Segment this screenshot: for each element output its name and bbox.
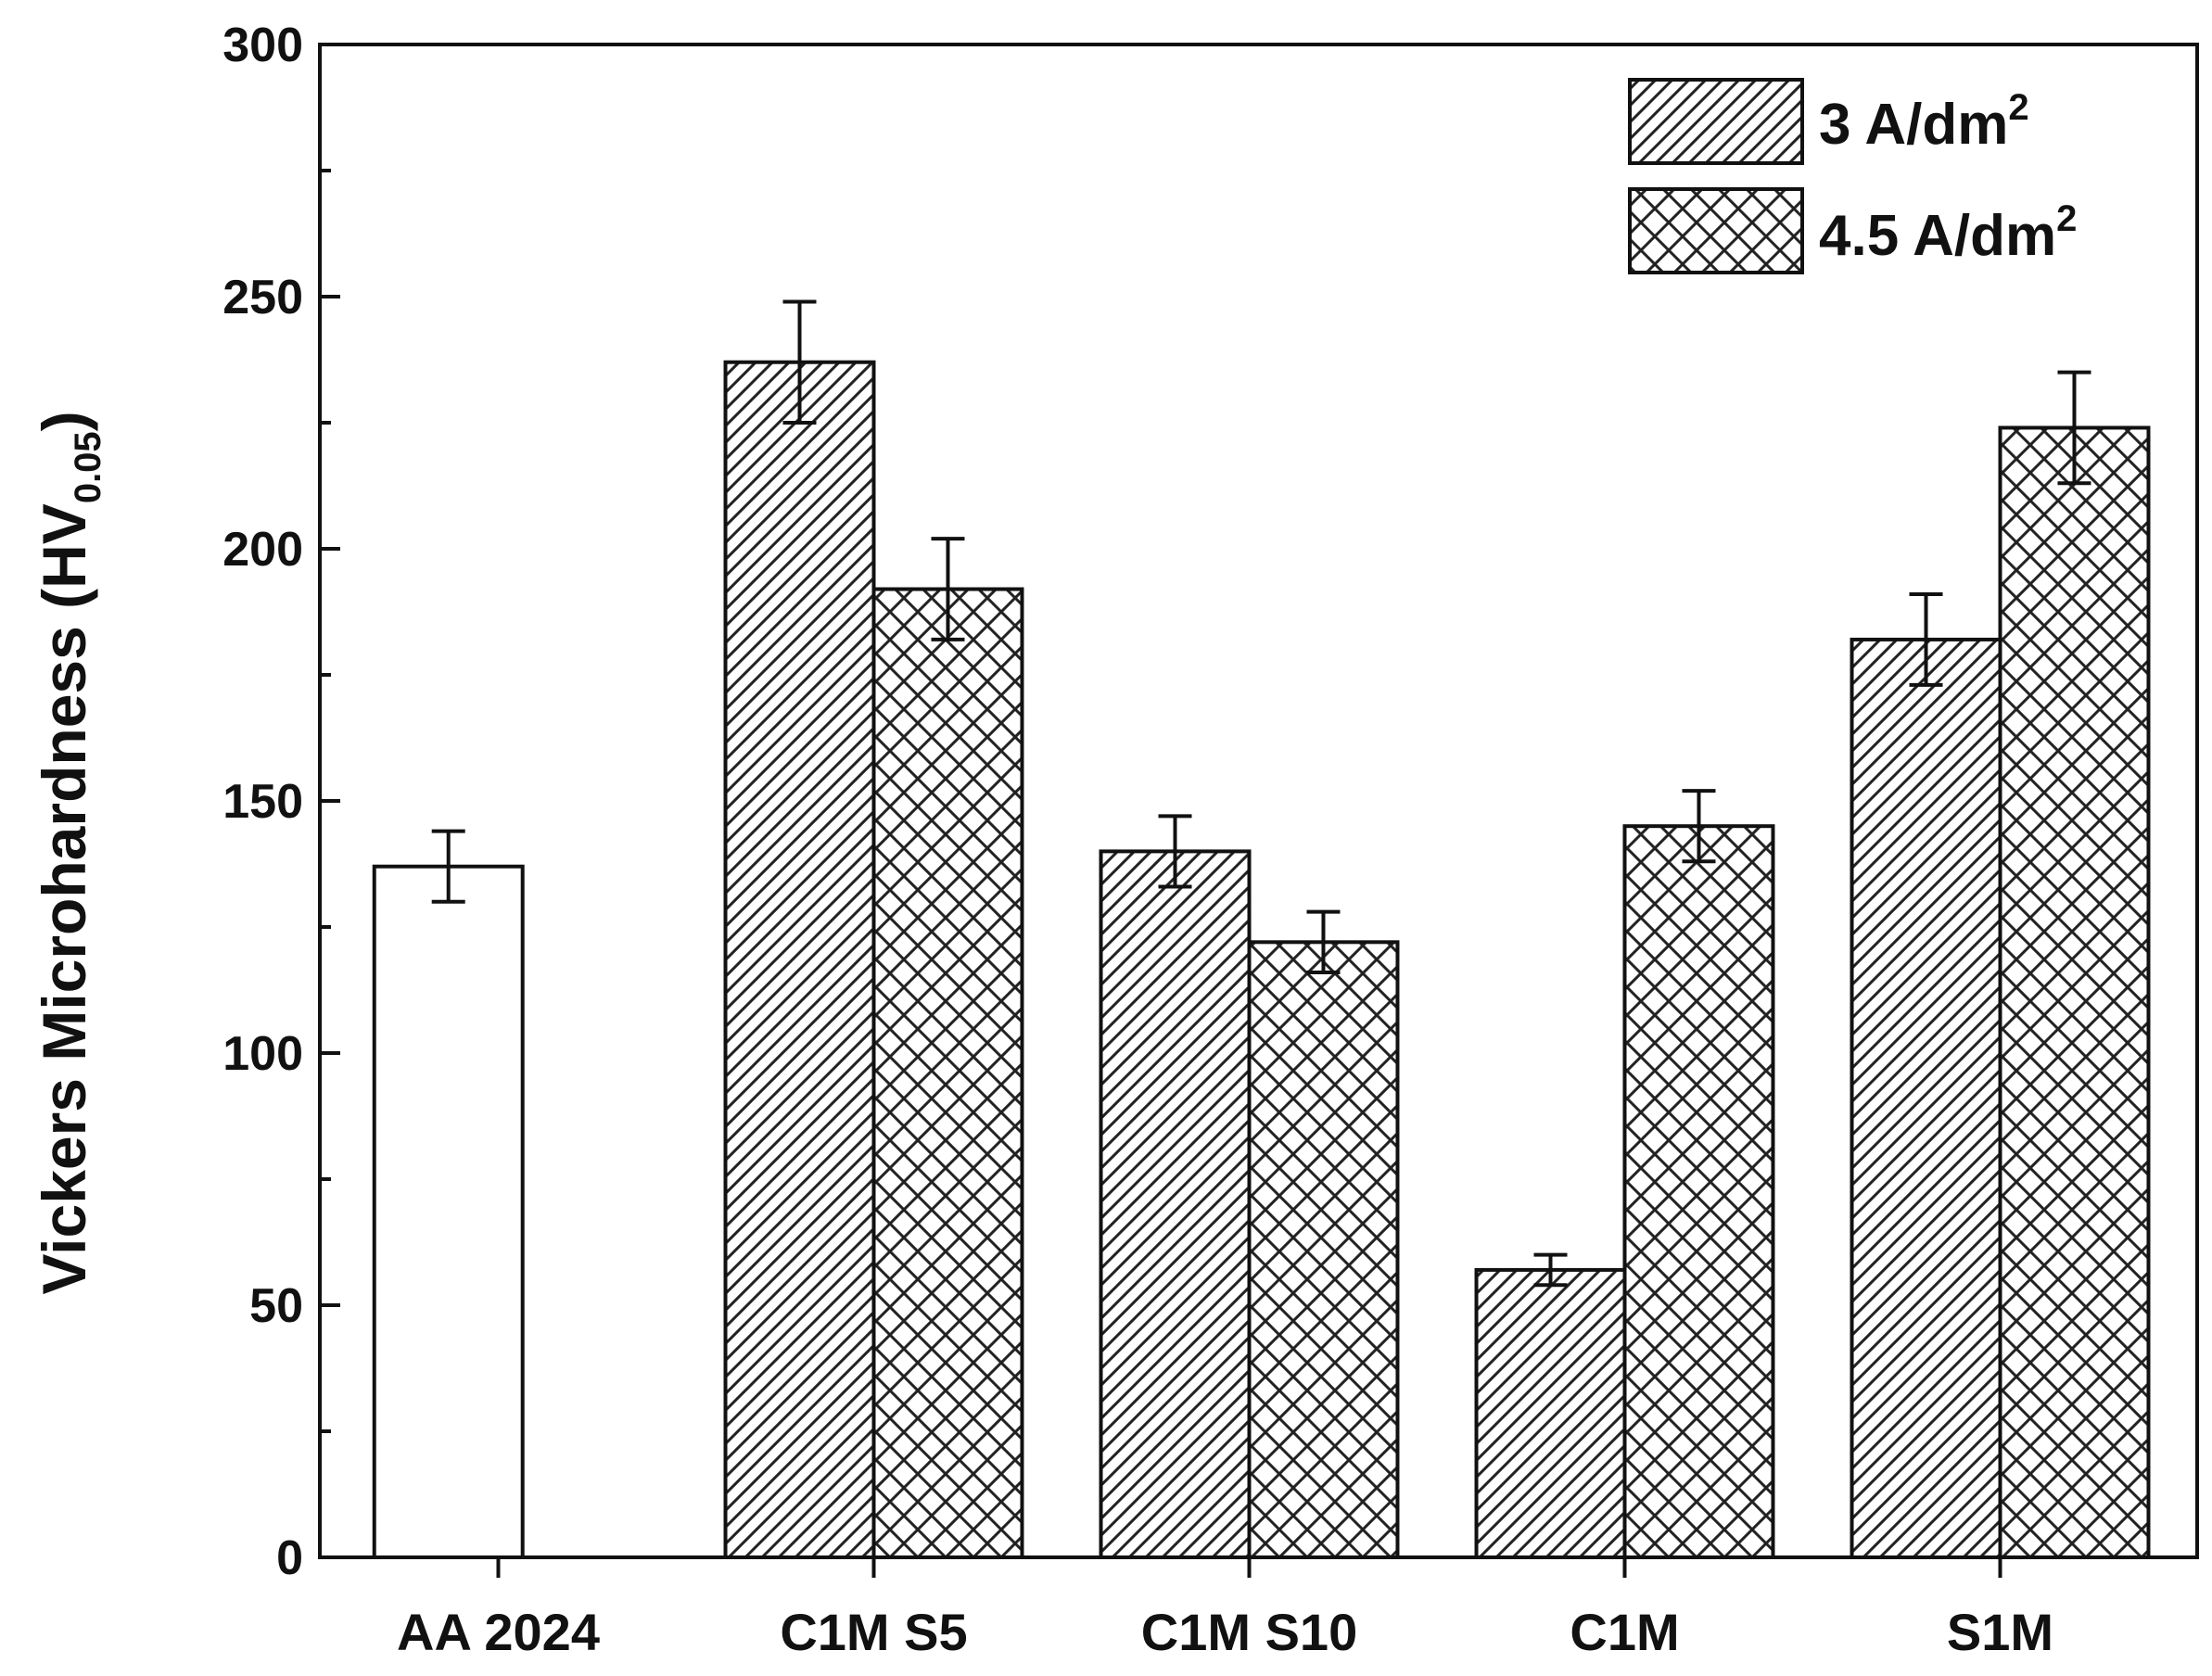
legend-label-4-5-adm2-sup: 2 xyxy=(2056,198,2077,239)
error-bar-reference xyxy=(431,829,465,904)
y-tick-label: 300 xyxy=(222,19,303,72)
y-tick-label: 150 xyxy=(222,775,303,829)
legend-label-3-adm2-sup: 2 xyxy=(2008,87,2028,128)
bar-series-1 xyxy=(1099,849,1252,1559)
error-bar-series-1 xyxy=(782,299,817,425)
bar-series-1 xyxy=(723,360,876,1560)
bar-series-2 xyxy=(1622,824,1775,1559)
error-bar-series-1 xyxy=(1533,1252,1568,1288)
legend-swatch-4-5-adm2 xyxy=(1628,187,1804,274)
error-bar-series-2 xyxy=(2057,370,2091,486)
x-category-label: C1M xyxy=(1570,1603,1679,1661)
bar-reference xyxy=(372,864,525,1559)
legend-label-4-5-adm2-text: 4.5 A/dm xyxy=(1819,204,2056,268)
x-category-label: C1M S10 xyxy=(1141,1603,1357,1661)
x-category-label: S1M xyxy=(1947,1603,2053,1661)
y-tick-label: 100 xyxy=(222,1027,303,1081)
bar-series-1 xyxy=(1850,637,2002,1559)
y-axis-title-main: Vickers Microhardness (HV xyxy=(30,503,98,1295)
legend-swatch-3-adm2 xyxy=(1628,78,1804,165)
error-bar-series-1 xyxy=(1158,814,1192,889)
legend-label-4-5-adm2: 4.5 A/dm2 xyxy=(1819,198,2077,268)
bar-series-1 xyxy=(1474,1267,1627,1560)
bar-series-2 xyxy=(1998,425,2151,1560)
legend-label-3-adm2: 3 A/dm2 xyxy=(1819,87,2029,157)
y-axis-title-subscript: 0.05 xyxy=(68,431,108,503)
x-axis-categories: AA 2024 C1M S5 C1M S10 C1M S1M xyxy=(397,1557,2053,1661)
x-category-label: AA 2024 xyxy=(397,1603,600,1661)
y-axis-ticks: 0 50 100 150 200 250 300 xyxy=(222,19,340,1585)
legend: 3 A/dm2 4.5 A/dm2 xyxy=(1628,78,2077,274)
error-bar-series-2 xyxy=(931,537,965,641)
error-bar-series-1 xyxy=(1909,591,1943,687)
y-tick-label: 50 xyxy=(249,1279,303,1333)
x-category-label: C1M S5 xyxy=(780,1603,967,1661)
legend-label-3-adm2-text: 3 A/dm xyxy=(1819,93,2008,157)
error-bar-series-2 xyxy=(1306,909,1341,974)
y-tick-label: 250 xyxy=(222,271,303,324)
y-tick-label: 0 xyxy=(276,1531,303,1585)
bar-series-2 xyxy=(871,587,1024,1559)
bar-series-2 xyxy=(1247,940,1400,1559)
y-tick-label: 200 xyxy=(222,523,303,577)
error-bar-series-2 xyxy=(1682,789,1716,864)
y-axis-title-close: ) xyxy=(30,411,98,431)
y-axis-title: Vickers Microhardness (HV0.05) xyxy=(30,411,108,1294)
plot-area xyxy=(318,43,2199,1560)
